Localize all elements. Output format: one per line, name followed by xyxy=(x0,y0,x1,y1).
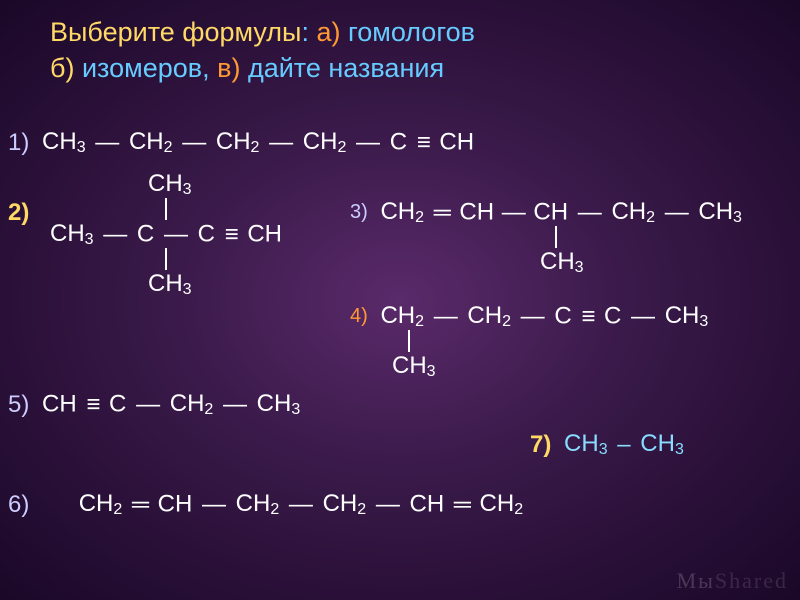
f3-vline xyxy=(555,226,557,248)
bond-triple: ≡ xyxy=(414,129,433,156)
title-colon: : xyxy=(301,17,316,47)
bond: — xyxy=(353,129,383,156)
num-7: 7) xyxy=(530,431,551,458)
title-b-lbl: б) xyxy=(50,53,82,83)
title-b-txt: изомеров, xyxy=(82,53,217,83)
f2-bot-ch3: CH3 xyxy=(148,270,192,299)
formula-4: 4) CH2 — CH2 — C ≡ C — CH3 xyxy=(350,302,708,331)
bond: — xyxy=(266,129,296,156)
f1-ch2b: CH2 xyxy=(216,128,260,155)
f4-branch: CH3 xyxy=(392,352,436,381)
bond: — xyxy=(179,129,209,156)
f1-ch2a: CH2 xyxy=(129,128,173,155)
f1-c: C xyxy=(390,129,407,156)
formula-6: 6) CH2 ═ CH — CH2 — CH2 — CH ═ CH2 xyxy=(8,490,523,519)
title-a-lbl: а) xyxy=(316,17,340,47)
bond: — xyxy=(92,129,122,156)
watermark-b: Shared xyxy=(715,568,788,593)
formula-1: 1) CH3 — CH2 — CH2 — CH2 — C ≡ CH xyxy=(8,128,474,157)
title-a-txt: гомологов xyxy=(340,17,474,47)
title-v-lbl: в) xyxy=(217,53,240,83)
num-4: 4) xyxy=(350,305,368,327)
formula-7: 7) CH3 – CH3 xyxy=(530,430,684,459)
f1-ch3: CH3 xyxy=(42,128,86,155)
num-2: 2) xyxy=(8,199,29,226)
f3-branch: CH3 xyxy=(540,248,584,277)
num-3: 3) xyxy=(350,201,368,223)
num-2-label: 2) xyxy=(8,198,35,227)
f4-vline xyxy=(408,330,410,352)
f1-ch: CH xyxy=(439,129,474,156)
watermark: МыShared xyxy=(677,568,788,594)
watermark-a: Мы xyxy=(677,568,715,593)
num-5: 5) xyxy=(8,391,29,418)
f2-vline-top xyxy=(165,198,167,220)
formula-3: 3) CH2 ═ CH — CH — CH2 — CH3 xyxy=(350,198,742,227)
f2-vline-bot xyxy=(165,248,167,270)
task-title: Выберите формулы: а) гомологов б) изомер… xyxy=(50,14,780,87)
title-v-txt: дайте названия xyxy=(240,53,444,83)
title-vyb: Выберите формулы xyxy=(50,17,301,47)
num-6: 6) xyxy=(8,491,29,518)
f2-main: CH3 — C — C ≡ CH xyxy=(50,220,282,249)
f1-ch2c: CH2 xyxy=(303,128,347,155)
num-1: 1) xyxy=(8,129,29,156)
f2-top-ch3: CH3 xyxy=(148,170,192,199)
formula-5: 5) CH ≡ C — CH2 — CH3 xyxy=(8,390,300,419)
